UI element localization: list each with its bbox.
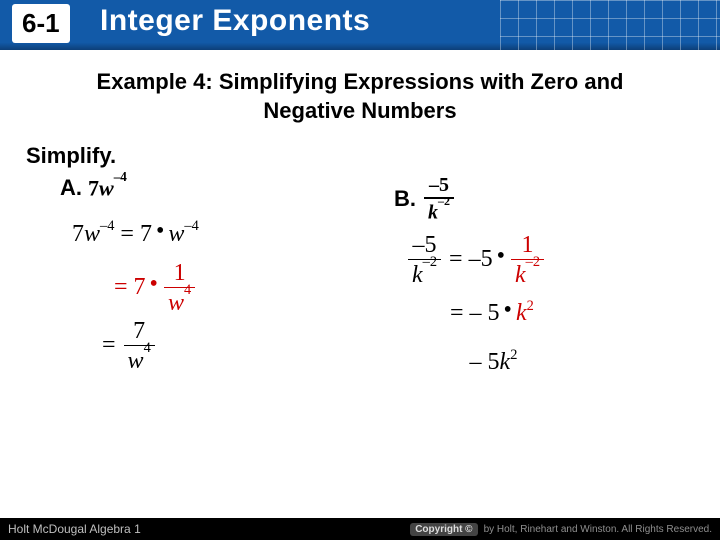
b1-lhs-frac: –5 k–2 xyxy=(408,233,441,287)
equals-sign: = xyxy=(444,291,470,337)
footer-copyright: Copyright © by Holt, Rinehart and Winsto… xyxy=(410,523,712,536)
equals-sign: = xyxy=(114,212,140,258)
a2-den: w4 xyxy=(164,287,195,315)
lesson-number-badge: 6-1 xyxy=(12,4,70,43)
a2-frac: 1 w4 xyxy=(164,261,195,315)
work-b: –5 k–2 = –5• 1 k–2 = – 5•k2 = – 5k2 xyxy=(406,233,694,386)
problem-b-frac: –5 k–2 xyxy=(424,175,454,223)
a2-lhs: = 7 xyxy=(114,265,146,311)
work-a-step3: = 7 w4 xyxy=(96,319,360,373)
example-title: Example 4: Simplifying Expressions with … xyxy=(26,68,694,125)
copyright-badge: Copyright © xyxy=(410,523,477,536)
b3-var: k xyxy=(500,340,511,386)
b1-rhs-den: k–2 xyxy=(511,259,544,287)
problem-b: B. –5 k–2 xyxy=(360,175,694,223)
column-a: A. 7w–4 7w–4 = 7•w–4 = 7• 1 w4 xyxy=(26,175,360,390)
footer-textbook: Holt McDougal Algebra 1 xyxy=(8,522,141,536)
dot: • xyxy=(493,234,509,280)
example-title-line2: Negative Numbers xyxy=(263,98,456,123)
problem-a-base: 7 xyxy=(88,176,99,201)
problem-a-exp: –4 xyxy=(114,169,127,184)
lesson-title: Integer Exponents xyxy=(100,4,370,38)
a1-lhs-exp: –4 xyxy=(100,213,114,240)
work-a-step2: = 7• 1 w4 xyxy=(114,261,360,315)
work-b-step2: = – 5•k2 xyxy=(444,291,694,337)
equals-sign: = xyxy=(443,237,469,283)
example-title-line1: Example 4: Simplifying Expressions with … xyxy=(97,69,624,94)
b1-rhs-frac: 1 k–2 xyxy=(511,233,544,287)
simplify-label: Simplify. xyxy=(26,143,694,169)
problem-a-var: w xyxy=(99,176,114,201)
work-b-step1: –5 k–2 = –5• 1 k–2 xyxy=(406,233,694,287)
problem-a-label: A. xyxy=(60,175,82,201)
a1-rhs-var: w xyxy=(168,212,184,258)
slide-header: 6-1 Integer Exponents xyxy=(0,0,720,50)
slide-footer: Holt McDougal Algebra 1 Copyright © by H… xyxy=(0,518,720,540)
b3-a: – 5 xyxy=(470,340,500,386)
dot: • xyxy=(152,209,168,255)
a1-lhs-base: 7 xyxy=(72,212,84,258)
b-prob-den: k–2 xyxy=(424,197,454,223)
problem-b-label: B. xyxy=(394,186,416,212)
dot: • xyxy=(500,288,516,334)
a3-den: w4 xyxy=(124,345,155,373)
work-a-step1: 7w–4 = 7•w–4 xyxy=(72,212,360,258)
b2-var: k xyxy=(516,291,527,337)
problem-a: A. 7w–4 xyxy=(26,175,360,201)
b2-a: – 5 xyxy=(470,291,500,337)
a1-lhs-var: w xyxy=(84,212,100,258)
columns: A. 7w–4 7w–4 = 7•w–4 = 7• 1 w4 xyxy=(26,175,694,390)
a1-rhs-exp: –4 xyxy=(184,213,198,240)
a3-frac: 7 w4 xyxy=(124,319,155,373)
work-a: 7w–4 = 7•w–4 = 7• 1 w4 = 7 w4 xyxy=(72,212,360,374)
b1-rhs-a: –5 xyxy=(469,237,493,283)
b3-exp: 2 xyxy=(510,342,517,369)
a1-rhs-a: 7 xyxy=(140,212,152,258)
slide-content: Example 4: Simplifying Expressions with … xyxy=(0,50,720,390)
equals-sign: = xyxy=(96,323,122,369)
header-grid-decoration xyxy=(500,0,720,50)
column-b: B. –5 k–2 –5 k–2 = –5• 1 k–2 xyxy=(360,175,694,390)
b1-lhs-den: k–2 xyxy=(408,259,441,287)
b2-exp: 2 xyxy=(527,293,534,320)
dot: • xyxy=(146,262,162,308)
work-b-step3: = – 5k2 xyxy=(444,340,694,386)
copyright-text: by Holt, Rinehart and Winston. All Right… xyxy=(484,524,712,535)
